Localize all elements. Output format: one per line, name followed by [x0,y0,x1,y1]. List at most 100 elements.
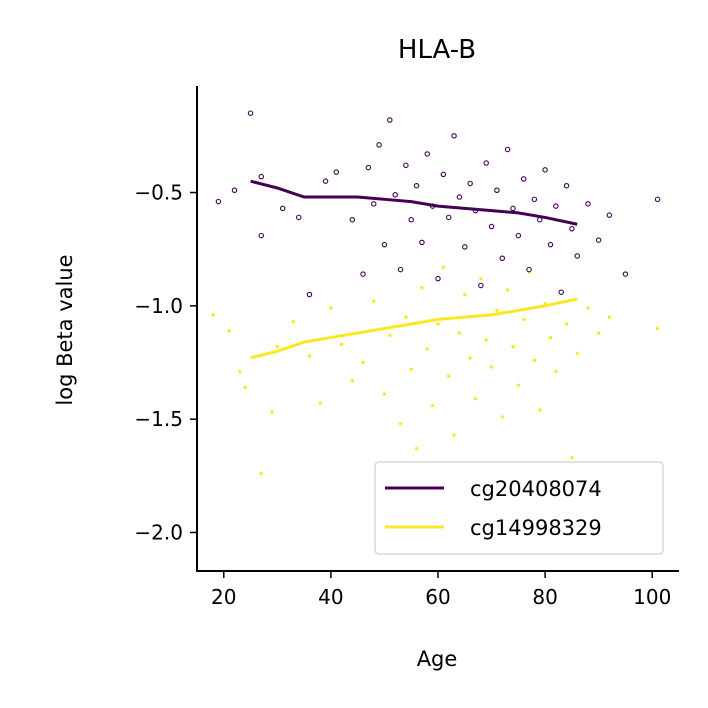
scatter-point-series-1 [654,196,661,203]
x-axis-label: Age [417,647,458,671]
scatter-point-series-1 [574,253,580,259]
scatter-point-series-1 [542,167,548,173]
scatter-point-series-2 [500,415,504,419]
legend: cg20408074 cg14998329 [374,461,664,555]
x-tick-label: 100 [633,585,671,609]
scatter-point-series-2 [538,408,542,412]
x-tick-label: 80 [532,585,557,609]
scatter-point-series-2 [259,471,263,476]
y-tick-label: −2.0 [134,520,183,544]
trend-line-series-2 [250,297,578,360]
scatter-point-series-1 [504,146,511,153]
scatter-point-series-2 [350,378,355,383]
scatter-point-series-1 [397,266,404,273]
scatter-point-series-2 [521,317,526,322]
scatter-point-series-1 [403,162,409,169]
legend-box [374,461,664,555]
scatter-points [211,110,661,476]
chart-title: HLA-B [398,35,476,65]
scatter-point-series-2 [382,392,387,396]
scatter-point-series-1 [531,196,538,203]
scatter-point-series-1 [376,142,382,148]
scatter-point-series-2 [441,265,446,270]
scatter-point-series-2 [516,383,521,387]
y-tick-label: −1.0 [134,294,183,318]
scatter-point-series-2 [489,365,494,369]
scatter-point-series-2 [655,326,660,331]
scatter-point-series-2 [430,403,435,408]
scatter-point-series-2 [243,385,247,390]
scatter-point-series-2 [479,276,483,281]
scatter-point-series-1 [563,182,570,189]
scatter-point-series-1 [478,282,484,289]
scatter-point-series-1 [553,203,559,209]
scatter-point-series-1 [413,182,420,189]
scatter-point-series-1 [387,117,393,123]
scatter-point-series-1 [296,214,302,221]
scatter-point-series-2 [329,306,333,310]
scatter-point-series-2 [372,299,376,304]
scatter-point-series-2 [318,401,322,405]
scatter-point-series-1 [333,169,339,175]
scatter-point-series-1 [510,205,516,212]
scatter-point-series-2 [420,286,424,290]
scatter-point-series-2 [275,344,280,349]
scatter-point-series-2 [388,333,392,337]
y-tick-label: −0.5 [134,181,183,205]
scatter-point-series-2 [570,455,574,460]
scatter-point-series-2 [548,335,553,340]
scatter-point-series-1 [499,255,506,261]
scatter-point-series-1 [247,110,254,116]
scatter-point-series-1 [456,194,463,200]
y-axis-ticks: −0.5 −1.0 −1.5 −2.0 [134,181,197,544]
scatter-point-series-2 [409,367,413,371]
scatter-point-series-2 [564,322,569,326]
scatter-point-series-2 [291,320,296,324]
scatter-point-series-1 [462,244,468,250]
scatter-point-series-2 [404,315,408,319]
scatter-point-series-2 [339,342,344,347]
scatter-point-series-2 [473,397,478,401]
y-axis-label: log Beta value [53,254,77,405]
x-tick-label: 60 [425,585,450,609]
scatter-point-series-1 [606,212,613,218]
scatter-point-series-2 [575,351,579,356]
scatter-point-series-2 [607,315,612,319]
scatter-point-series-2 [484,338,488,342]
scatter-point-series-2 [463,292,467,297]
scatter-point-series-2 [452,433,456,437]
scatter-point-series-1 [370,201,377,207]
scatter-point-series-1 [526,266,532,273]
scatter-point-series-1 [520,176,527,182]
scatter-point-series-1 [622,271,629,277]
scatter-point-series-1 [258,173,265,180]
scatter-point-series-2 [505,288,510,292]
scatter-point-series-2 [425,347,429,351]
scatter-point-series-2 [532,358,537,362]
scatter-point-series-1 [435,275,441,282]
x-tick-label: 40 [318,585,343,609]
legend-label-series-2: cg14998329 [470,516,602,540]
scatter-point-series-1 [558,289,564,295]
scatter-point-series-2 [447,374,451,378]
scatter-point-series-2 [238,369,242,374]
scatter-point-series-1 [360,271,366,277]
y-tick-label: −1.5 [134,407,183,431]
scatter-point-series-2 [596,331,601,335]
scatter-point-series-2 [457,331,462,335]
scatter-point-series-1 [381,241,388,248]
scatter-point-series-1 [365,164,372,171]
scatter-point-series-2 [554,369,558,374]
scatter-point-series-1 [451,133,457,139]
scatter-point-series-1 [569,226,575,232]
scatter-point-series-1 [595,237,602,243]
scatter-point-series-2 [227,329,231,333]
scatter-point-series-2 [436,322,440,326]
scatter-point-series-2 [211,313,215,317]
scatter-point-series-1 [408,216,414,223]
x-tick-label: 20 [211,585,236,609]
scatter-point-series-2 [414,446,419,451]
scatter-point-series-2 [468,356,472,360]
trend-line-series-1 [250,179,578,226]
